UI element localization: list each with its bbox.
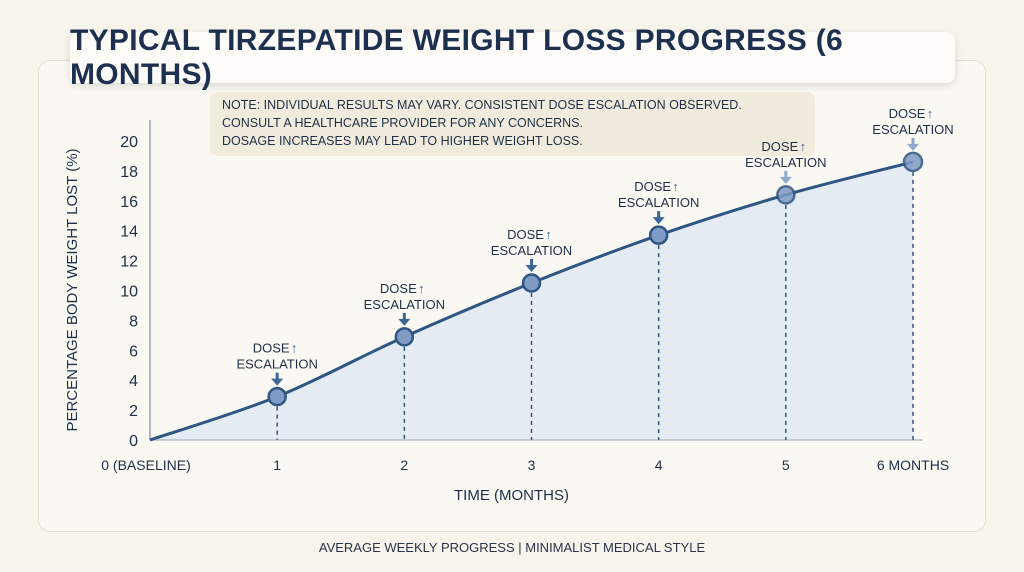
x-tick-label: 3	[528, 457, 536, 473]
x-tick-label: 0 (BASELINE)	[101, 457, 190, 473]
annotation-dose: DOSE	[380, 281, 417, 296]
y-tick-label: 4	[129, 373, 138, 390]
data-point	[521, 273, 542, 293]
up-arrow-icon: ↑	[291, 341, 298, 356]
annotation-escalation: ESCALATION	[872, 122, 953, 137]
chart-title: TYPICAL TIRZEPATIDE WEIGHT LOSS PROGRESS…	[70, 23, 843, 91]
annotation-escalation: ESCALATION	[745, 155, 826, 170]
y-tick-label: 6	[129, 343, 138, 360]
down-arrow-icon	[779, 170, 792, 184]
x-tick-label: 1	[273, 457, 281, 473]
data-point	[902, 151, 924, 173]
annotation-dose: DOSE	[634, 179, 671, 194]
annotation-dose: DOSE	[761, 139, 798, 154]
footer-caption: AVERAGE WEEKLY PROGRESS | MINIMALIST MED…	[318, 540, 706, 555]
up-arrow-icon: ↑	[927, 106, 934, 121]
annotation-dose: DOSE	[507, 227, 544, 242]
x-axis-label: TIME (MONTHS)	[454, 487, 569, 504]
x-tick-label: 5	[782, 457, 790, 473]
annotation-dose: DOSE	[889, 106, 926, 121]
down-arrow-icon	[907, 137, 919, 151]
up-arrow-icon: ↑	[800, 139, 807, 154]
data-point	[776, 185, 796, 205]
annotation-escalation: ESCALATION	[491, 243, 572, 258]
data-point	[648, 225, 669, 245]
up-arrow-icon: ↑	[672, 179, 679, 194]
x-tick-label: 4	[655, 457, 663, 473]
title-banner: TYPICAL TIRZEPATIDE WEIGHT LOSS PROGRESS…	[70, 24, 955, 91]
data-point	[394, 327, 415, 347]
y-tick-label: 2	[129, 403, 138, 420]
y-axis-label: PERCENTAGE BODY WEIGHT LOST (%)	[64, 148, 81, 431]
annotation-escalation: ESCALATION	[618, 195, 699, 210]
area-fill	[150, 161, 913, 440]
y-tick-label: 12	[120, 254, 138, 271]
annotation-escalation: ESCALATION	[236, 357, 317, 372]
down-arrow-icon	[652, 211, 665, 225]
y-tick-label: 18	[120, 164, 138, 181]
y-tick-label: 16	[120, 194, 138, 211]
data-point	[267, 386, 287, 407]
y-tick-label: 10	[120, 284, 138, 301]
up-arrow-icon: ↑	[418, 281, 425, 296]
y-tick-label: 20	[120, 134, 138, 151]
y-tick-label: 0	[129, 433, 138, 450]
y-tick-label: 14	[120, 224, 138, 241]
note-line: CONSULT A HEALTHCARE PROVIDER FOR ANY CO…	[222, 116, 583, 130]
down-arrow-icon	[525, 259, 538, 273]
up-arrow-icon: ↑	[545, 227, 552, 242]
annotation-dose: DOSE	[253, 341, 290, 356]
annotation-escalation: ESCALATION	[364, 297, 445, 312]
x-tick-label: 6 MONTHS	[877, 457, 949, 473]
y-tick-label: 8	[129, 313, 138, 330]
down-arrow-icon	[398, 312, 411, 326]
note-line: DOSAGE INCREASES MAY LEAD TO HIGHER WEIG…	[222, 134, 583, 148]
down-arrow-icon	[271, 372, 284, 386]
x-tick-label: 2	[400, 457, 408, 473]
note-box: NOTE: INDIVIDUAL RESULTS MAY VARY. CONSI…	[210, 92, 815, 156]
note-line: NOTE: INDIVIDUAL RESULTS MAY VARY. CONSI…	[222, 98, 742, 112]
